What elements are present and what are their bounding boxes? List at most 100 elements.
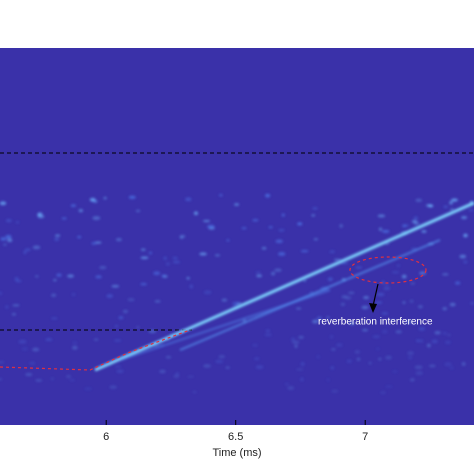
speckle-dot — [66, 374, 72, 379]
speckle-dot — [5, 218, 12, 223]
speckle-dot — [32, 347, 40, 352]
speckle-dot — [340, 302, 345, 306]
speckle-dot — [442, 307, 448, 311]
speckle-dot — [326, 316, 330, 319]
speckle-dot — [312, 207, 318, 210]
speckle-dot — [416, 339, 421, 343]
speckle-dot — [383, 286, 391, 291]
speckle-dot — [5, 234, 12, 239]
speckle-dot — [122, 309, 129, 314]
speckle-dot — [379, 391, 387, 395]
speckle-dot — [0, 377, 3, 381]
speckle-dot — [165, 262, 170, 266]
speckle-dot — [425, 204, 433, 207]
speckle-dot — [215, 359, 224, 364]
speckle-dot — [161, 274, 166, 278]
speckle-dot — [186, 277, 190, 280]
speckle-dot — [264, 333, 272, 337]
speckle-dot — [77, 235, 82, 239]
speckle-dot — [153, 271, 161, 276]
speckle-dot — [407, 351, 414, 356]
annotation: reverberation interference — [318, 317, 433, 328]
speckle-dot — [203, 290, 212, 295]
speckle-dot — [140, 256, 149, 260]
speckle-dot — [331, 348, 336, 351]
speckle-dot — [401, 274, 407, 279]
speckle-dot — [25, 372, 33, 377]
speckle-dot — [24, 248, 31, 252]
speckle-dot — [114, 365, 122, 368]
speckle-dot — [391, 318, 395, 322]
speckle-dot — [92, 216, 101, 221]
speckle-dot — [32, 245, 41, 250]
speckle-dot — [409, 299, 414, 303]
speckle-dot — [284, 383, 289, 386]
speckle-dot — [281, 213, 285, 217]
speckle-dot — [172, 257, 178, 260]
speckle-dot — [103, 196, 107, 200]
speckle-dot — [412, 322, 418, 326]
speckle-dot — [391, 270, 400, 274]
speckle-dot — [463, 233, 468, 238]
speckle-dot — [15, 280, 22, 283]
speckle-dot — [54, 237, 60, 241]
speckle-dot — [261, 246, 267, 250]
speckle-dot — [89, 197, 96, 202]
speckle-dot — [218, 355, 226, 359]
speckle-dot — [219, 194, 223, 197]
speckle-dot — [381, 312, 389, 315]
speckle-dot — [363, 296, 370, 300]
speckle-dot — [84, 387, 92, 391]
speckle-dot — [405, 320, 413, 324]
speckle-dot — [7, 238, 13, 243]
speckle-dot — [241, 226, 247, 230]
speckle-dot — [70, 204, 77, 207]
speckle-dot — [50, 317, 58, 320]
speckle-dot — [413, 216, 419, 221]
speckle-dot — [385, 355, 392, 360]
speckle-dot — [420, 339, 424, 343]
speckle-dot — [69, 378, 76, 382]
speckle-dot — [378, 357, 382, 361]
speckle-dot — [327, 277, 334, 282]
speckle-dot — [361, 328, 369, 332]
speckle-dot — [23, 250, 27, 255]
speckle-dot — [296, 307, 302, 310]
speckle-dot — [378, 227, 383, 231]
speckle-dot — [333, 258, 342, 262]
speckle-dot — [454, 281, 461, 285]
speckle-dot — [106, 294, 114, 298]
speckle-dot — [426, 343, 431, 348]
speckle-dot — [34, 275, 39, 278]
speckle-dot — [140, 248, 146, 251]
speckle-dot — [252, 218, 259, 222]
speckle-dot — [442, 273, 449, 276]
highlight-ellipse — [349, 256, 427, 284]
speckle-dot — [18, 339, 27, 344]
speckle-dot — [336, 343, 343, 347]
speckle-dot — [419, 271, 427, 275]
speckle-dot — [297, 222, 303, 226]
speckle-dot — [278, 228, 285, 232]
speckle-dot — [135, 209, 141, 213]
speckle-dot — [148, 251, 153, 255]
speckle-dot — [461, 361, 466, 366]
speckle-dot — [329, 335, 334, 339]
speckle-dot — [300, 362, 305, 366]
speckle-dot — [56, 273, 62, 277]
speckle-dot — [55, 234, 61, 237]
x-tick-label: 6 — [103, 431, 109, 443]
speckle-dot — [187, 375, 195, 378]
speckle-dot — [0, 291, 3, 296]
speckle-dot — [451, 198, 458, 202]
echo-streak — [179, 239, 441, 351]
speckle-dot — [95, 275, 102, 279]
speckle-dot — [385, 283, 389, 286]
speckle-dot — [444, 362, 452, 367]
speckle-dot — [316, 316, 322, 320]
speckle-dot — [45, 338, 53, 342]
speckle-dot — [463, 260, 468, 264]
speckle-dot — [255, 271, 261, 274]
speckle-dot — [346, 359, 352, 364]
